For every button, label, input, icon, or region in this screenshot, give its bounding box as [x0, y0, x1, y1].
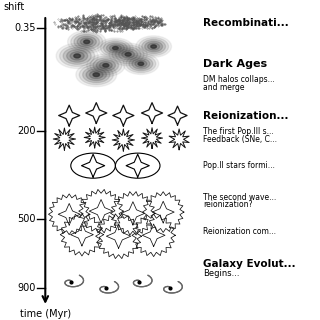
- Ellipse shape: [119, 49, 138, 60]
- Text: Galaxy Evolut...: Galaxy Evolut...: [203, 260, 296, 269]
- Ellipse shape: [87, 54, 125, 76]
- Ellipse shape: [129, 57, 153, 71]
- Polygon shape: [106, 224, 131, 248]
- Ellipse shape: [93, 73, 100, 77]
- Text: 200: 200: [17, 126, 36, 136]
- Ellipse shape: [93, 73, 99, 76]
- Text: time (Myr): time (Myr): [20, 309, 71, 319]
- Ellipse shape: [100, 40, 130, 56]
- Polygon shape: [96, 214, 141, 259]
- Text: Pop.II stars formi...: Pop.II stars formi...: [203, 161, 275, 170]
- Ellipse shape: [84, 40, 90, 44]
- Ellipse shape: [76, 63, 117, 87]
- Ellipse shape: [116, 47, 141, 62]
- Ellipse shape: [139, 38, 169, 55]
- Text: shift: shift: [4, 2, 25, 12]
- Ellipse shape: [71, 153, 116, 178]
- Ellipse shape: [86, 69, 107, 81]
- Ellipse shape: [125, 52, 131, 56]
- Ellipse shape: [112, 45, 144, 64]
- Ellipse shape: [60, 45, 95, 66]
- Ellipse shape: [142, 39, 165, 54]
- Ellipse shape: [122, 51, 134, 58]
- Ellipse shape: [123, 53, 159, 75]
- Text: and merge: and merge: [203, 83, 244, 92]
- Polygon shape: [152, 201, 174, 223]
- Ellipse shape: [151, 45, 156, 48]
- Ellipse shape: [80, 38, 93, 45]
- Ellipse shape: [96, 60, 116, 71]
- Ellipse shape: [138, 62, 144, 65]
- Polygon shape: [142, 192, 184, 232]
- Polygon shape: [60, 213, 104, 256]
- Polygon shape: [126, 154, 149, 177]
- Text: reionization?: reionization?: [203, 200, 252, 209]
- Ellipse shape: [79, 65, 113, 85]
- Ellipse shape: [113, 47, 118, 50]
- Ellipse shape: [84, 40, 90, 44]
- Ellipse shape: [148, 43, 160, 50]
- Ellipse shape: [71, 32, 103, 51]
- Ellipse shape: [109, 45, 121, 52]
- Text: Reionization com...: Reionization com...: [203, 227, 276, 236]
- Ellipse shape: [103, 41, 127, 55]
- Polygon shape: [79, 189, 123, 233]
- Text: DM halos collaps...: DM halos collaps...: [203, 75, 275, 84]
- Ellipse shape: [74, 34, 100, 49]
- Polygon shape: [49, 194, 90, 235]
- Ellipse shape: [74, 54, 80, 58]
- Text: 500: 500: [17, 214, 36, 224]
- Polygon shape: [82, 154, 105, 177]
- Text: 900: 900: [17, 283, 36, 293]
- Ellipse shape: [74, 54, 81, 58]
- Text: 0.35: 0.35: [14, 23, 36, 33]
- Ellipse shape: [100, 61, 112, 69]
- Ellipse shape: [68, 30, 106, 53]
- Ellipse shape: [90, 71, 103, 79]
- Text: Reionization...: Reionization...: [203, 110, 289, 121]
- Polygon shape: [89, 199, 113, 223]
- Ellipse shape: [83, 67, 110, 83]
- Polygon shape: [111, 192, 155, 235]
- Ellipse shape: [125, 53, 131, 56]
- Ellipse shape: [77, 36, 96, 47]
- Ellipse shape: [103, 64, 109, 67]
- Ellipse shape: [112, 46, 118, 50]
- Polygon shape: [70, 223, 93, 246]
- Text: The second wave...: The second wave...: [203, 193, 276, 202]
- Ellipse shape: [93, 58, 119, 73]
- Ellipse shape: [138, 62, 144, 66]
- Polygon shape: [132, 214, 175, 257]
- Ellipse shape: [151, 45, 156, 48]
- Polygon shape: [142, 224, 165, 246]
- Ellipse shape: [107, 43, 124, 53]
- Polygon shape: [121, 202, 145, 225]
- Text: Dark Ages: Dark Ages: [203, 59, 267, 69]
- Ellipse shape: [103, 63, 109, 67]
- Ellipse shape: [98, 38, 133, 58]
- Ellipse shape: [90, 56, 122, 75]
- Text: Feedback (SNe, C...: Feedback (SNe, C...: [203, 134, 277, 144]
- Ellipse shape: [136, 36, 172, 57]
- Text: The first Pop.III s...: The first Pop.III s...: [203, 127, 274, 136]
- Ellipse shape: [63, 48, 91, 64]
- Text: Begins...: Begins...: [203, 269, 239, 278]
- Text: Recombinati...: Recombinati...: [203, 18, 289, 28]
- Polygon shape: [58, 204, 80, 225]
- Ellipse shape: [132, 59, 150, 69]
- Ellipse shape: [67, 50, 88, 62]
- Ellipse shape: [135, 60, 147, 67]
- Ellipse shape: [126, 55, 156, 73]
- Ellipse shape: [56, 44, 98, 68]
- Ellipse shape: [109, 43, 147, 66]
- Ellipse shape: [70, 52, 84, 60]
- Ellipse shape: [145, 41, 163, 52]
- Ellipse shape: [116, 153, 160, 178]
